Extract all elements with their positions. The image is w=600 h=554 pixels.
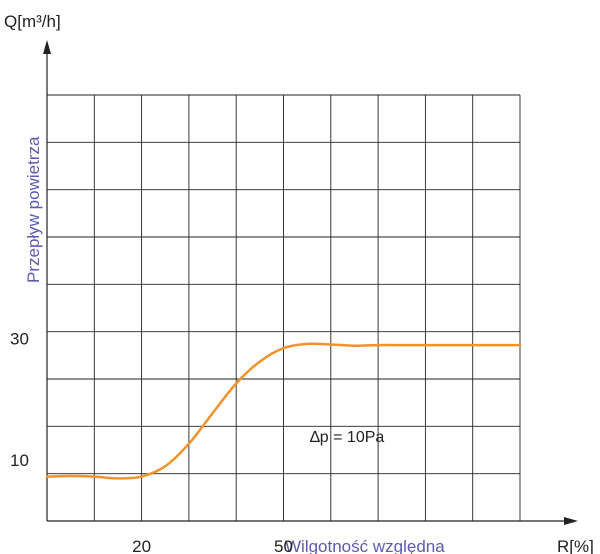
x-tick-label: 50 bbox=[274, 537, 293, 554]
y-axis-label: Przepływ powietrza bbox=[24, 136, 43, 283]
series-line bbox=[45, 342, 522, 480]
axes bbox=[43, 40, 578, 525]
x-tick-label: 20 bbox=[132, 537, 151, 554]
x-axis-arrow bbox=[564, 517, 578, 525]
y-axis-arrow bbox=[43, 40, 51, 54]
x-tick-labels: 20 50 bbox=[132, 537, 293, 554]
x-axis-label: Wilgotność względna bbox=[285, 537, 445, 554]
y-unit-label: Q[m³/h] bbox=[4, 12, 61, 31]
annotation: ∆p = 10Pa bbox=[310, 429, 384, 446]
x-unit-label: R[%] bbox=[557, 537, 594, 554]
y-tick-label: 10 bbox=[10, 451, 29, 470]
y-tick-labels: 10 30 bbox=[10, 329, 29, 470]
grid bbox=[47, 94, 521, 521]
y-tick-label: 30 bbox=[10, 329, 29, 348]
